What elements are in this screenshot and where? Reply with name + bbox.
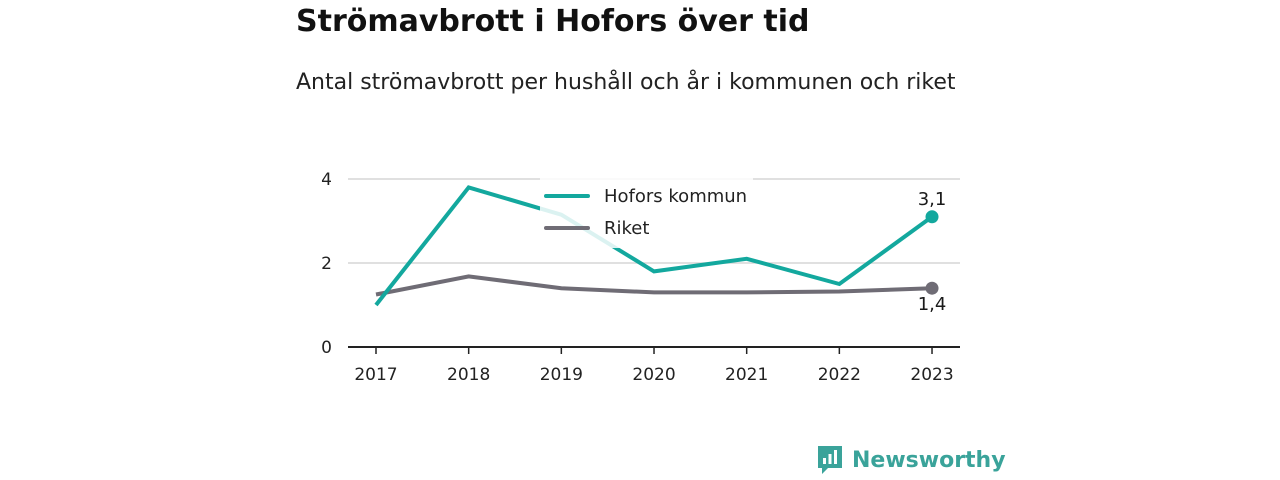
x-tick-label: 2022 [818,365,861,385]
x-tick-label: 2023 [910,365,953,385]
chart-container: Strömavbrott i Hofors över tid Antal str… [296,0,1006,480]
x-tick-label: 2017 [354,365,397,385]
end-label-riket: 1,4 [918,294,947,315]
end-label-hofors: 3,1 [918,189,947,210]
legend-item-hofors: Hofors kommun [544,180,747,212]
legend-label-hofors: Hofors kommun [604,185,748,207]
x-tick-label: 2020 [632,365,675,385]
legend-swatch-hofors [544,194,590,198]
legend-label-riket: Riket [604,217,650,239]
brand-name: Newsworthy [852,447,1006,473]
x-tick-label: 2018 [447,365,490,385]
y-tick-label: 4 [321,170,332,190]
x-tick-label: 2019 [540,365,583,385]
y-tick-label: 0 [321,338,332,358]
legend: Hofors kommun Riket [540,178,754,248]
line-chart: 0 2 4 2017 2018 2019 2020 2021 2022 2023 3,1 1,4 [321,170,960,385]
y-tick-label: 2 [321,254,332,274]
chart-subtitle: Antal strömavbrott per hushåll och år i … [296,70,956,95]
series-line-riket [375,274,933,297]
legend-item-riket: Riket [544,212,747,244]
series-line-hofors [374,185,934,307]
legend-swatch-riket [544,226,590,230]
newsworthy-icon [818,446,842,474]
end-point-riket [925,281,939,295]
x-tick-label: 2021 [725,365,768,385]
end-point-hofors [925,210,939,224]
newsworthy-logo: Newsworthy [816,444,1006,476]
chart-title: Strömavbrott i Hofors över tid [296,4,810,39]
